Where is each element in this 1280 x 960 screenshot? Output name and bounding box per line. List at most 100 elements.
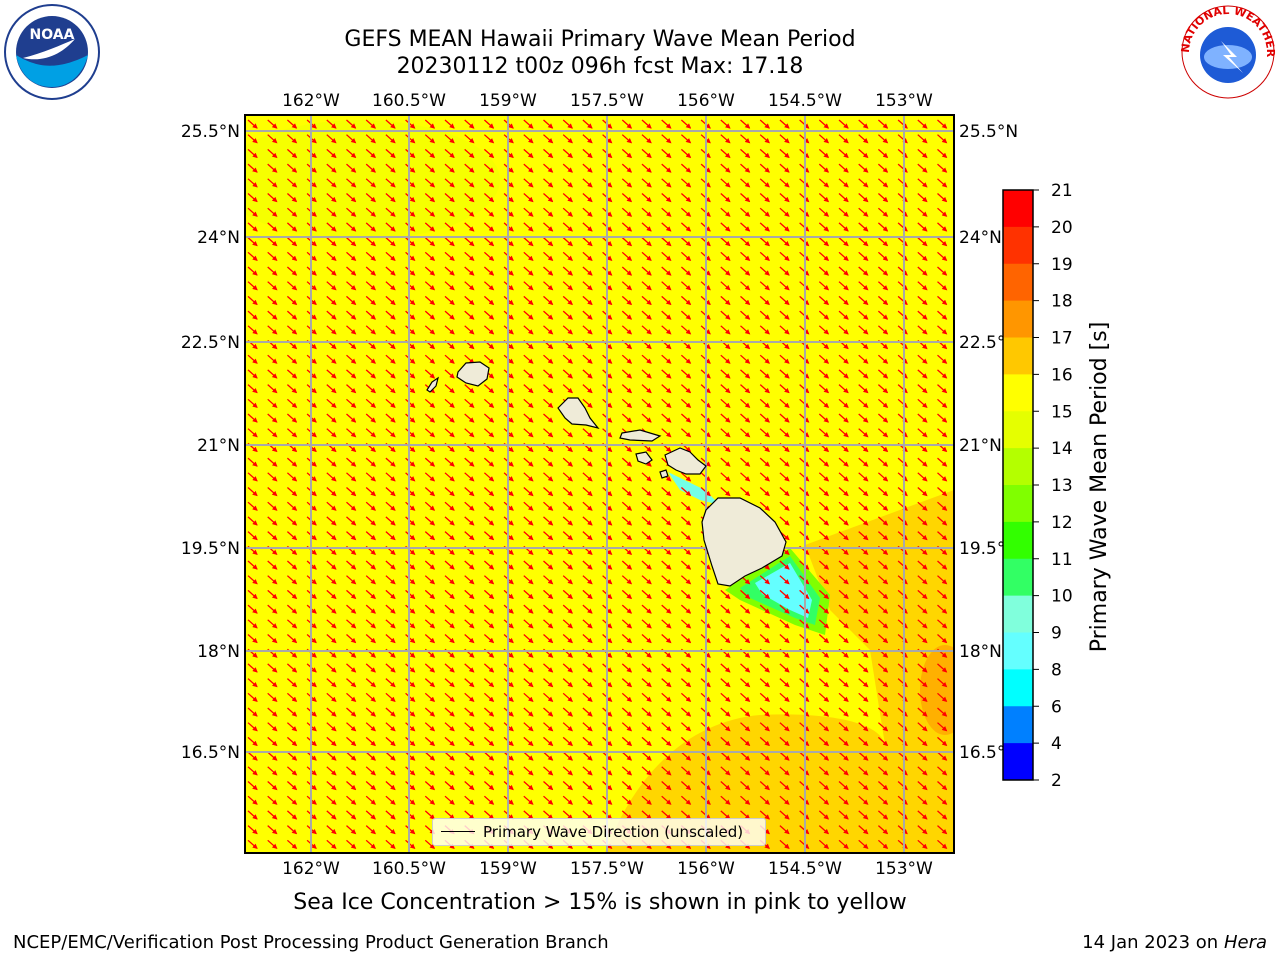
wave-arrow: [385, 428, 396, 438]
wave-arrow: [286, 119, 298, 129]
wave-arrow: [680, 207, 692, 217]
wave-arrow: [917, 310, 928, 320]
wave-arrow: [759, 354, 770, 364]
wave-arrow: [543, 251, 554, 261]
wave-arrow: [858, 237, 869, 247]
wave-arrow: [680, 222, 692, 232]
wave-arrow: [720, 398, 731, 408]
wave-arrow: [897, 354, 908, 364]
wave-arrow: [661, 384, 672, 394]
colorbar-segment: [1003, 595, 1033, 633]
wave-arrow: [877, 413, 889, 423]
wave-arrow: [247, 222, 258, 232]
wave-arrow: [661, 134, 672, 144]
wave-arrow: [582, 193, 593, 203]
wave-arrow: [621, 163, 633, 173]
wave-arrow: [543, 237, 554, 247]
wave-arrow: [326, 163, 337, 173]
wave-arrow: [286, 251, 298, 261]
colorbar-segment: [1003, 337, 1033, 375]
wave-arrow: [858, 310, 869, 320]
wave-arrow: [346, 119, 357, 129]
wave-arrow: [779, 325, 790, 335]
wave-arrow: [661, 237, 672, 247]
wave-arrow: [661, 148, 672, 159]
wave-arrow: [621, 413, 633, 423]
wave-arrow: [405, 237, 416, 247]
wave-arrow: [286, 222, 298, 232]
wave-arrow: [897, 266, 908, 276]
lat-tick-left: 22.5°N: [181, 333, 240, 353]
wave-arrow: [838, 413, 849, 423]
wave-arrow: [405, 148, 416, 159]
wave-arrow: [680, 251, 692, 261]
wave-arrow: [424, 266, 436, 276]
wave-arrow: [385, 325, 396, 335]
wave-arrow: [582, 163, 593, 173]
wave-arrow: [346, 163, 357, 173]
wave-arrow: [582, 119, 593, 129]
wave-arrow: [247, 148, 258, 159]
wave-arrow: [759, 325, 770, 335]
wave-arrow: [818, 369, 830, 379]
wave-arrow: [720, 222, 731, 232]
wave-arrow: [661, 222, 672, 232]
wave-arrow: [326, 398, 337, 408]
wave-arrow: [424, 251, 436, 261]
wave-arrow: [444, 428, 455, 438]
wave-arrow: [346, 384, 357, 394]
colorbar-segment: [1003, 448, 1033, 486]
lat-tick-left: 25.5°N: [181, 122, 240, 142]
wave-arrow: [483, 237, 495, 247]
wave-arrow: [917, 119, 928, 129]
chart-subtitle: 20230112 t00z 096h fcst Max: 17.18: [396, 54, 804, 79]
wave-arrow: [661, 354, 672, 364]
wave-arrow: [385, 193, 396, 203]
wave-arrow: [779, 134, 790, 144]
wave-arrow: [937, 222, 948, 232]
wave-arrow: [444, 325, 455, 335]
wave-arrow: [365, 310, 376, 320]
wave-arrow: [937, 193, 948, 203]
wave-arrow: [405, 119, 416, 129]
wave-arrow: [740, 148, 751, 159]
wave-arrow: [562, 119, 573, 129]
wave-arrow: [937, 354, 948, 364]
wave-arrow: [464, 119, 475, 129]
wave-arrow: [621, 207, 633, 217]
wave-arrow: [661, 163, 672, 173]
lat-tick-right: 18°N: [959, 642, 1002, 662]
wave-arrow: [562, 428, 573, 438]
wave-arrow: [621, 369, 633, 379]
wave-arrow: [385, 369, 396, 379]
footer-credit: NCEP/EMC/Verification Post Processing Pr…: [13, 932, 609, 953]
wave-arrow: [464, 134, 475, 144]
wave-arrow: [641, 281, 652, 291]
wave-arrow: [680, 266, 692, 276]
wave-arrow: [247, 369, 258, 379]
wave-arrow: [838, 354, 849, 364]
wave-arrow: [838, 207, 849, 217]
lat-tick-left: 19.5°N: [181, 539, 240, 559]
wave-arrow: [582, 237, 593, 247]
wave-arrow: [464, 163, 475, 173]
wave-arrow: [937, 384, 948, 394]
wave-arrow: [326, 384, 337, 394]
wave-arrow: [838, 325, 849, 335]
wave-arrow: [267, 295, 278, 306]
wave-arrow: [562, 251, 573, 261]
wave-arrow: [326, 413, 337, 423]
wave-arrow: [483, 281, 495, 291]
wave-arrow: [858, 398, 869, 408]
lat-tick-left: 24°N: [197, 228, 240, 248]
lat-tick-right: 25.5°N: [959, 122, 1018, 142]
wave-arrow: [858, 148, 869, 159]
wave-arrow: [385, 119, 396, 129]
wave-arrow: [247, 295, 258, 306]
wave-arrow: [365, 251, 376, 261]
wave-arrow: [759, 384, 770, 394]
wave-arrow: [818, 251, 830, 261]
wave-arrow: [740, 428, 751, 438]
wave-arrow: [247, 119, 258, 129]
wave-arrow: [444, 237, 455, 247]
